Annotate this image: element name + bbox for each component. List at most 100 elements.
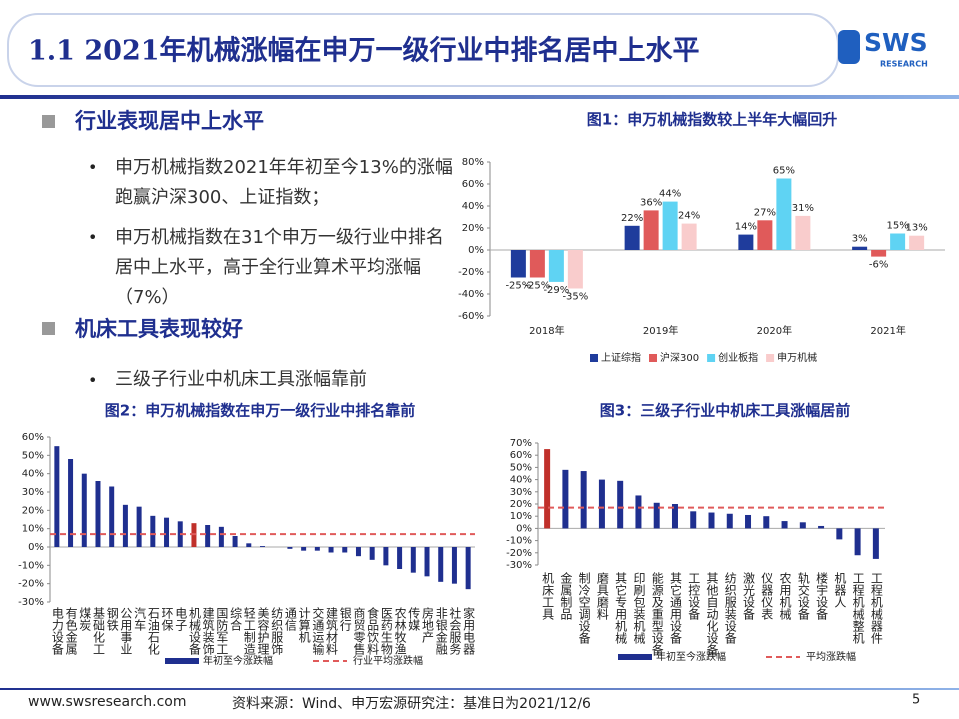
legend-label: 行业平均涨跌幅 [353, 654, 423, 667]
x-tick-label: 制冷空调设备 [577, 572, 591, 645]
bullet-text: 三级子行业中机床工具涨幅靠前 [115, 369, 367, 390]
y-tick-label: -30% [18, 597, 44, 608]
bullet-text: 申万机械指数在31个申万一级行业中排名居中上水平，高于全行业算术平均涨幅（7%） [115, 227, 444, 308]
bar [410, 547, 416, 573]
bar [776, 178, 792, 250]
x-tick-label: 汽车 [133, 606, 147, 632]
slide-title: 1.1 2021年机械涨幅在申万一级行业中排名居中上水平 [28, 35, 700, 67]
y-tick-label: 30% [22, 487, 44, 498]
legend-swatch [618, 654, 652, 660]
x-tick-label: 农林牧渔 [393, 607, 407, 655]
x-tick-label: 交通运输 [311, 606, 325, 656]
x-tick-label: 工控设备 [687, 572, 701, 621]
x-tick-label: 机器人 [833, 572, 847, 608]
x-tick-label: 食品饮料 [366, 606, 380, 655]
x-tick-label: 商贸零售 [352, 606, 366, 655]
value-label: 14% [735, 222, 757, 233]
bar [397, 547, 403, 569]
x-tick-label: 金属制品 [559, 571, 573, 620]
x-tick-label: 其他自动化设备 [705, 572, 719, 657]
x-tick-label: 国防军工 [215, 607, 229, 655]
bullet-dot: • [88, 371, 97, 390]
x-tick-label: 有色金属 [64, 607, 78, 656]
y-tick-label: 30% [510, 487, 532, 498]
x-tick-label: 能源及重型设备 [650, 572, 664, 657]
bar [643, 210, 659, 250]
x-tick-label: 机械设备 [187, 607, 201, 656]
footer-site: www.swsresearch.com [28, 694, 186, 710]
bar [342, 547, 348, 553]
bar [548, 250, 564, 282]
bar [871, 250, 887, 257]
bar [745, 514, 752, 529]
y-tick-label: 60% [462, 179, 484, 190]
x-tick-label: 纺织服饰 [270, 607, 284, 655]
bar [653, 502, 660, 529]
y-tick-label: 0% [516, 523, 532, 534]
bar [510, 250, 526, 278]
bar [246, 543, 252, 547]
y-tick-label: 60% [22, 432, 44, 443]
bar [799, 522, 806, 529]
value-label: 15% [887, 221, 909, 232]
x-tick-label: 煤炭 [78, 607, 92, 632]
x-tick-label: 钢铁 [105, 607, 119, 631]
bar [617, 480, 624, 529]
bar [562, 469, 569, 529]
bar [872, 528, 879, 559]
section-heading: 行业表现居中上水平 [74, 109, 264, 133]
x-tick-label: 印刷包装机械 [632, 572, 646, 644]
bar [260, 546, 265, 547]
bar [671, 504, 678, 529]
section-marker [42, 115, 55, 128]
y-tick-label: 20% [462, 223, 484, 234]
bar [383, 547, 389, 566]
x-tick-label: 农用机械 [778, 572, 792, 620]
bar [598, 479, 605, 529]
x-tick-label: 基础化工 [91, 607, 105, 655]
bar [232, 536, 238, 547]
bullet-text: 申万机械指数2021年年初至今13%的涨幅跑赢沪深300、上证指数； [115, 157, 453, 208]
x-tick-label: 2021年 [870, 324, 905, 337]
x-tick-label: 其它通用设备 [668, 572, 682, 645]
y-tick-label: 20% [510, 499, 532, 510]
bar [95, 481, 101, 547]
bar [109, 486, 115, 547]
y-tick-label: 10% [22, 524, 44, 535]
x-tick-label: 通信 [283, 607, 297, 632]
bar [890, 233, 906, 250]
chart-title: 图2：申万机械指数在申万一级行业中排名靠前 [105, 402, 415, 420]
value-label: -25% [505, 281, 531, 292]
value-label: 13% [906, 223, 928, 234]
bar [708, 512, 715, 529]
bar [529, 250, 545, 278]
x-tick-label: 仪器仪表 [760, 572, 774, 620]
section-heading: 机床工具表现较好 [75, 317, 243, 341]
bar [54, 446, 60, 547]
bar [836, 528, 843, 540]
y-tick-label: 10% [510, 511, 532, 522]
legend-swatch [649, 354, 657, 362]
x-tick-label: 轨交设备 [796, 572, 810, 621]
value-label: 36% [640, 197, 662, 208]
bar [136, 506, 142, 547]
bar [795, 215, 811, 250]
x-tick-label: 轻工制造 [242, 607, 256, 655]
x-tick-label: 房地产 [421, 606, 435, 644]
y-tick-label: 70% [510, 438, 532, 449]
legend-label: 申万机械 [777, 351, 817, 364]
x-tick-label: 传媒 [407, 606, 421, 631]
bullet-dot: • [88, 158, 97, 177]
y-tick-label: 40% [510, 475, 532, 486]
y-tick-label: -10% [506, 536, 532, 547]
x-tick-label: 楼宇设备 [815, 571, 829, 621]
bar [205, 525, 211, 547]
y-tick-label: 50% [22, 450, 44, 461]
y-tick-label: -60% [458, 311, 484, 322]
value-label: -35% [562, 292, 588, 303]
x-tick-label: 磨具磨料 [595, 572, 609, 620]
x-tick-label: 非银金融 [434, 607, 448, 656]
legend-swatch [707, 354, 716, 362]
x-tick-label: 公用事业 [119, 607, 133, 655]
